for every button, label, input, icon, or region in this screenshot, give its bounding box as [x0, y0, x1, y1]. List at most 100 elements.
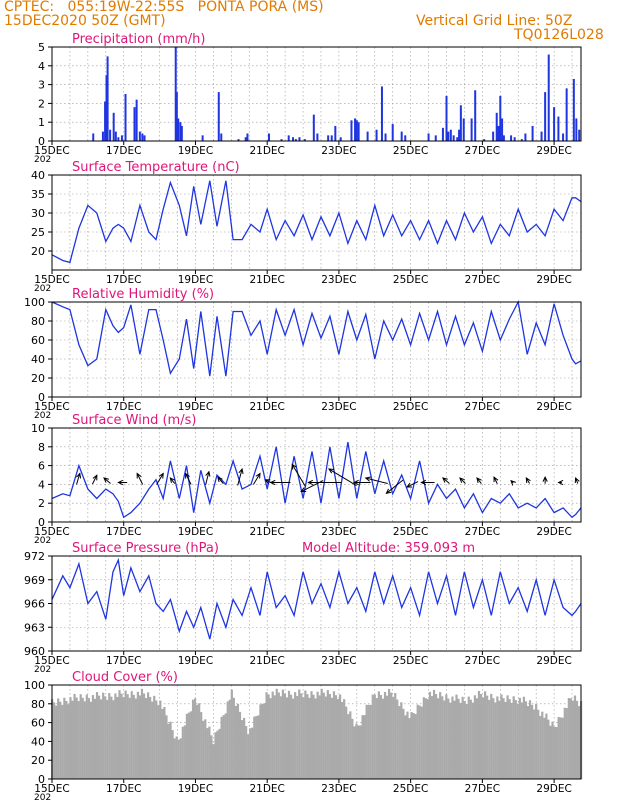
- panel-precip: 0 1 2 3 4 5 15DEC 17DEC 19DEC 21DEC 23DEC 25DEC 27DE…: [34, 32, 582, 165]
- cloud-bar: [191, 699, 195, 779]
- cloud-bar: [526, 705, 530, 779]
- y-tick-label: 4: [38, 60, 45, 73]
- precip-bar: [447, 131, 450, 141]
- cloud-bar: [349, 711, 352, 779]
- cloud-bar: [120, 693, 123, 779]
- cloud-bar: [220, 716, 223, 779]
- cloud-bar: [261, 703, 264, 779]
- precip-bar: [459, 105, 462, 141]
- cloud-bar: [116, 696, 119, 779]
- wind-arrow-head: [307, 479, 314, 486]
- precip-bar: [531, 125, 534, 141]
- cloud-bar: [314, 698, 317, 779]
- cloud-bar: [439, 692, 442, 779]
- cloud-bar: [365, 704, 368, 779]
- wind-arrow-shaft: [253, 473, 261, 485]
- precip-bar: [384, 133, 387, 141]
- y-tick-label: 2: [38, 497, 45, 510]
- precip-bar: [354, 118, 357, 141]
- x-tick-label: 21DEC: [249, 401, 284, 413]
- x-tick-label: 19DEC: [178, 526, 213, 538]
- x-tick-label: 25DEC: [393, 783, 428, 795]
- x-tick-label: 29DEC: [536, 526, 571, 538]
- precip-bar: [456, 137, 459, 141]
- cloud-bar: [471, 702, 474, 779]
- wind-arrow-head: [574, 476, 580, 484]
- precip-bar: [380, 86, 383, 141]
- cloud-bar: [488, 699, 491, 779]
- header-grid-note: Vertical Grid Line: 50Z: [416, 13, 573, 29]
- wind-arrow-shaft: [169, 477, 176, 484]
- cloud-bar: [500, 694, 503, 779]
- cloud-bar: [140, 688, 144, 779]
- cloud-bar: [130, 691, 133, 779]
- y-tick-label: 0: [38, 773, 45, 786]
- cloud-bar: [402, 708, 405, 779]
- precip-bar: [375, 129, 378, 141]
- precip-bar: [92, 133, 95, 141]
- x-tick-label: 25DEC: [393, 655, 428, 667]
- precip-bar: [201, 135, 204, 141]
- x-tick-label: 29DEC: [536, 274, 571, 286]
- precip-bar: [298, 137, 301, 141]
- cloud-bar: [155, 700, 158, 779]
- cloud-bar: [367, 704, 370, 779]
- wind-arrow-head: [169, 477, 176, 484]
- cloud-bar: [322, 692, 325, 779]
- cloud-bar: [173, 738, 176, 779]
- cloud-bar: [463, 700, 466, 779]
- cloud-bar: [434, 694, 438, 779]
- cloud-bar: [518, 697, 521, 779]
- cloud-bar: [410, 712, 413, 779]
- cloud-bar: [218, 728, 221, 779]
- precip-bar: [452, 135, 455, 141]
- cloud-bar: [357, 725, 360, 779]
- x-year-label: 202: [34, 536, 51, 546]
- cloud-bar: [443, 700, 446, 779]
- cloud-bar: [422, 697, 425, 779]
- x-tick-label: 25DEC: [393, 401, 428, 413]
- x-year-label: 202: [34, 284, 51, 294]
- cloud-bar: [447, 698, 450, 779]
- cloud-bar: [390, 692, 393, 779]
- x-tick-label: 27DEC: [465, 145, 500, 157]
- y-tick-label: 0: [38, 391, 45, 404]
- cloud-bar: [381, 698, 385, 779]
- cloud-bar: [296, 695, 299, 779]
- panel-title: Precipitation (mm/h): [72, 32, 205, 47]
- wind-arrow-shaft: [91, 475, 98, 485]
- cloud-bar: [469, 699, 472, 779]
- cloud-bar: [388, 688, 391, 779]
- cloud-bar: [285, 697, 289, 779]
- cloud-bar: [251, 727, 254, 779]
- cloud-bar: [541, 711, 544, 779]
- panel-temperature: 20 25 30 35 40 15DEC 17DEC 19DEC 21DEC 23DEC 25DEC…: [31, 160, 582, 294]
- x-tick-label: 21DEC: [249, 274, 284, 286]
- cloud-bar: [363, 715, 366, 779]
- precip-bar: [294, 139, 297, 141]
- cloud-bar: [537, 709, 540, 779]
- panel-title: Surface Temperature (nC): [72, 160, 240, 175]
- y-tick-label: 6: [38, 460, 45, 473]
- temperature-series-line: [51, 180, 582, 264]
- precip-bar: [177, 118, 180, 141]
- panel-humidity: 0 20 40 60 80 100 15DEC 17DEC 19DEC 21DEC 23DEC 25D…: [24, 287, 582, 421]
- cloud-bar: [508, 699, 511, 779]
- cloud-bar: [79, 694, 82, 779]
- plot-frame: [51, 46, 582, 142]
- x-tick-label: 15DEC: [34, 526, 69, 538]
- wind-arrow-shaft: [136, 473, 144, 485]
- model-altitude-label: Model Altitude: 359.093 m: [302, 541, 475, 556]
- y-tick-label: 3: [38, 79, 45, 92]
- cloud-bar: [132, 694, 135, 779]
- cloud-bar: [516, 703, 519, 779]
- panel-pressure: 960 963 966 969 972 15DEC 17DEC 19DEC 21DEC 23DEC…: [24, 541, 582, 675]
- y-tick-label: 4: [38, 478, 45, 491]
- precip-bar: [280, 139, 283, 141]
- precip-bar: [220, 133, 223, 141]
- cloud-bar: [167, 723, 170, 779]
- cloud-bar: [104, 696, 107, 779]
- x-tick-label: 27DEC: [465, 401, 500, 413]
- cloud-bar: [202, 720, 205, 779]
- cloud-bar: [177, 739, 180, 779]
